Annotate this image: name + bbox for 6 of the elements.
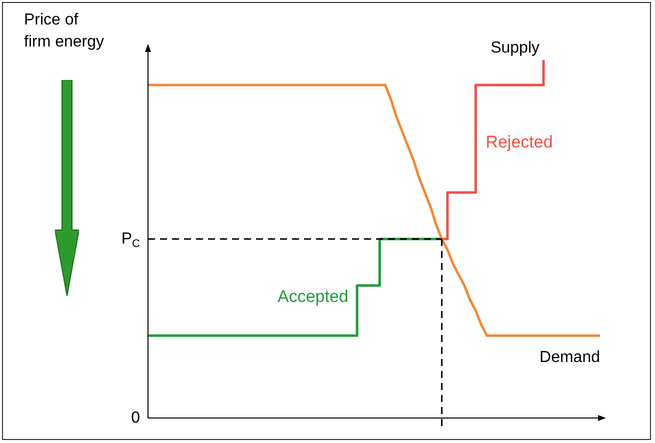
annotation: Demand — [540, 349, 600, 366]
series-label: Accepted — [278, 287, 348, 306]
series-label: Rejected — [486, 132, 553, 152]
y-axis-title: Price of firm energy — [24, 11, 104, 50]
text: Supply — [490, 39, 540, 56]
text: 0 — [131, 409, 140, 426]
